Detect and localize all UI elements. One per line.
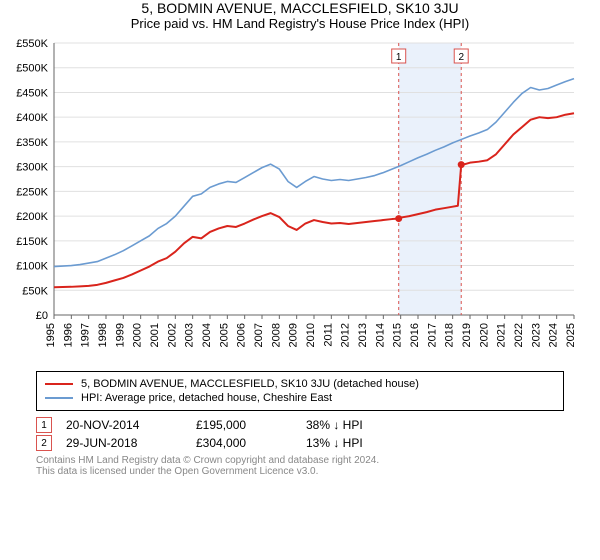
svg-text:2: 2 <box>458 52 464 63</box>
event-price-1: £195,000 <box>196 418 306 432</box>
svg-text:£150K: £150K <box>16 236 48 248</box>
svg-text:2012: 2012 <box>340 323 352 347</box>
svg-text:2017: 2017 <box>426 323 438 347</box>
chart-title: 5, BODMIN AVENUE, MACCLESFIELD, SK10 3JU <box>0 0 600 16</box>
event-date-2: 29-JUN-2018 <box>66 436 196 450</box>
event-price-2: £304,000 <box>196 436 306 450</box>
svg-text:£100K: £100K <box>16 261 48 273</box>
footer-line-1: Contains HM Land Registry data © Crown c… <box>36 455 564 466</box>
svg-text:1: 1 <box>396 52 402 63</box>
svg-text:2011: 2011 <box>322 323 334 347</box>
legend-row-property: 5, BODMIN AVENUE, MACCLESFIELD, SK10 3JU… <box>45 378 555 390</box>
event-hpi-2: 13% ↓ HPI <box>306 436 363 450</box>
footer: Contains HM Land Registry data © Crown c… <box>36 455 564 477</box>
svg-text:2002: 2002 <box>166 323 178 347</box>
svg-text:1996: 1996 <box>62 323 74 347</box>
svg-text:£350K: £350K <box>16 137 48 149</box>
svg-text:2005: 2005 <box>218 323 230 347</box>
svg-text:2008: 2008 <box>270 323 282 347</box>
footer-line-2: This data is licensed under the Open Gov… <box>36 466 564 477</box>
svg-text:2010: 2010 <box>305 323 317 347</box>
svg-text:£0: £0 <box>36 310 48 322</box>
svg-text:£300K: £300K <box>16 162 48 174</box>
event-date-1: 20-NOV-2014 <box>66 418 196 432</box>
chart-container: £0 £50K £100K £150K £200K £250K £300K £350K £400… <box>0 35 600 365</box>
svg-text:2007: 2007 <box>253 323 265 347</box>
svg-text:2021: 2021 <box>496 323 508 347</box>
legend-label-hpi: HPI: Average price, detached house, Ches… <box>81 392 332 404</box>
svg-text:2020: 2020 <box>478 323 490 347</box>
legend-row-hpi: HPI: Average price, detached house, Ches… <box>45 392 555 404</box>
svg-text:2023: 2023 <box>530 323 542 347</box>
svg-text:2000: 2000 <box>132 323 144 347</box>
svg-text:2016: 2016 <box>409 323 421 347</box>
svg-text:1997: 1997 <box>80 323 92 347</box>
chart-subtitle: Price paid vs. HM Land Registry's House … <box>0 16 600 31</box>
svg-text:£550K: £550K <box>16 38 48 50</box>
legend-swatch-hpi <box>45 397 73 399</box>
svg-text:£50K: £50K <box>22 285 48 297</box>
svg-text:£450K: £450K <box>16 87 48 99</box>
svg-text:2006: 2006 <box>236 323 248 347</box>
svg-text:1995: 1995 <box>45 323 57 347</box>
svg-text:£400K: £400K <box>16 112 48 124</box>
svg-text:£200K: £200K <box>16 211 48 223</box>
svg-text:2014: 2014 <box>374 323 386 347</box>
event-marker-1: 1 <box>36 417 52 433</box>
event-marker-2: 2 <box>36 435 52 451</box>
svg-text:£250K: £250K <box>16 186 48 198</box>
svg-text:2025: 2025 <box>565 323 577 347</box>
event-row-1: 1 20-NOV-2014 £195,000 38% ↓ HPI <box>36 417 564 433</box>
svg-text:£500K: £500K <box>16 63 48 75</box>
events-table: 1 20-NOV-2014 £195,000 38% ↓ HPI 2 29-JU… <box>36 417 564 451</box>
svg-text:2009: 2009 <box>288 323 300 347</box>
svg-text:2003: 2003 <box>184 323 196 347</box>
legend-label-property: 5, BODMIN AVENUE, MACCLESFIELD, SK10 3JU… <box>81 378 419 390</box>
svg-text:2022: 2022 <box>513 323 525 347</box>
legend-swatch-property <box>45 383 73 385</box>
svg-text:2001: 2001 <box>149 323 161 347</box>
svg-text:1999: 1999 <box>114 323 126 347</box>
svg-text:2024: 2024 <box>548 323 560 347</box>
event-row-2: 2 29-JUN-2018 £304,000 13% ↓ HPI <box>36 435 564 451</box>
event-hpi-1: 38% ↓ HPI <box>306 418 363 432</box>
price-chart: £0 £50K £100K £150K £200K £250K £300K £350K £400… <box>0 35 600 365</box>
svg-text:1998: 1998 <box>97 323 109 347</box>
svg-text:2013: 2013 <box>357 323 369 347</box>
svg-text:2015: 2015 <box>392 323 404 347</box>
svg-text:2018: 2018 <box>444 323 456 347</box>
svg-text:2004: 2004 <box>201 323 213 347</box>
legend: 5, BODMIN AVENUE, MACCLESFIELD, SK10 3JU… <box>36 371 564 411</box>
svg-text:2019: 2019 <box>461 323 473 347</box>
